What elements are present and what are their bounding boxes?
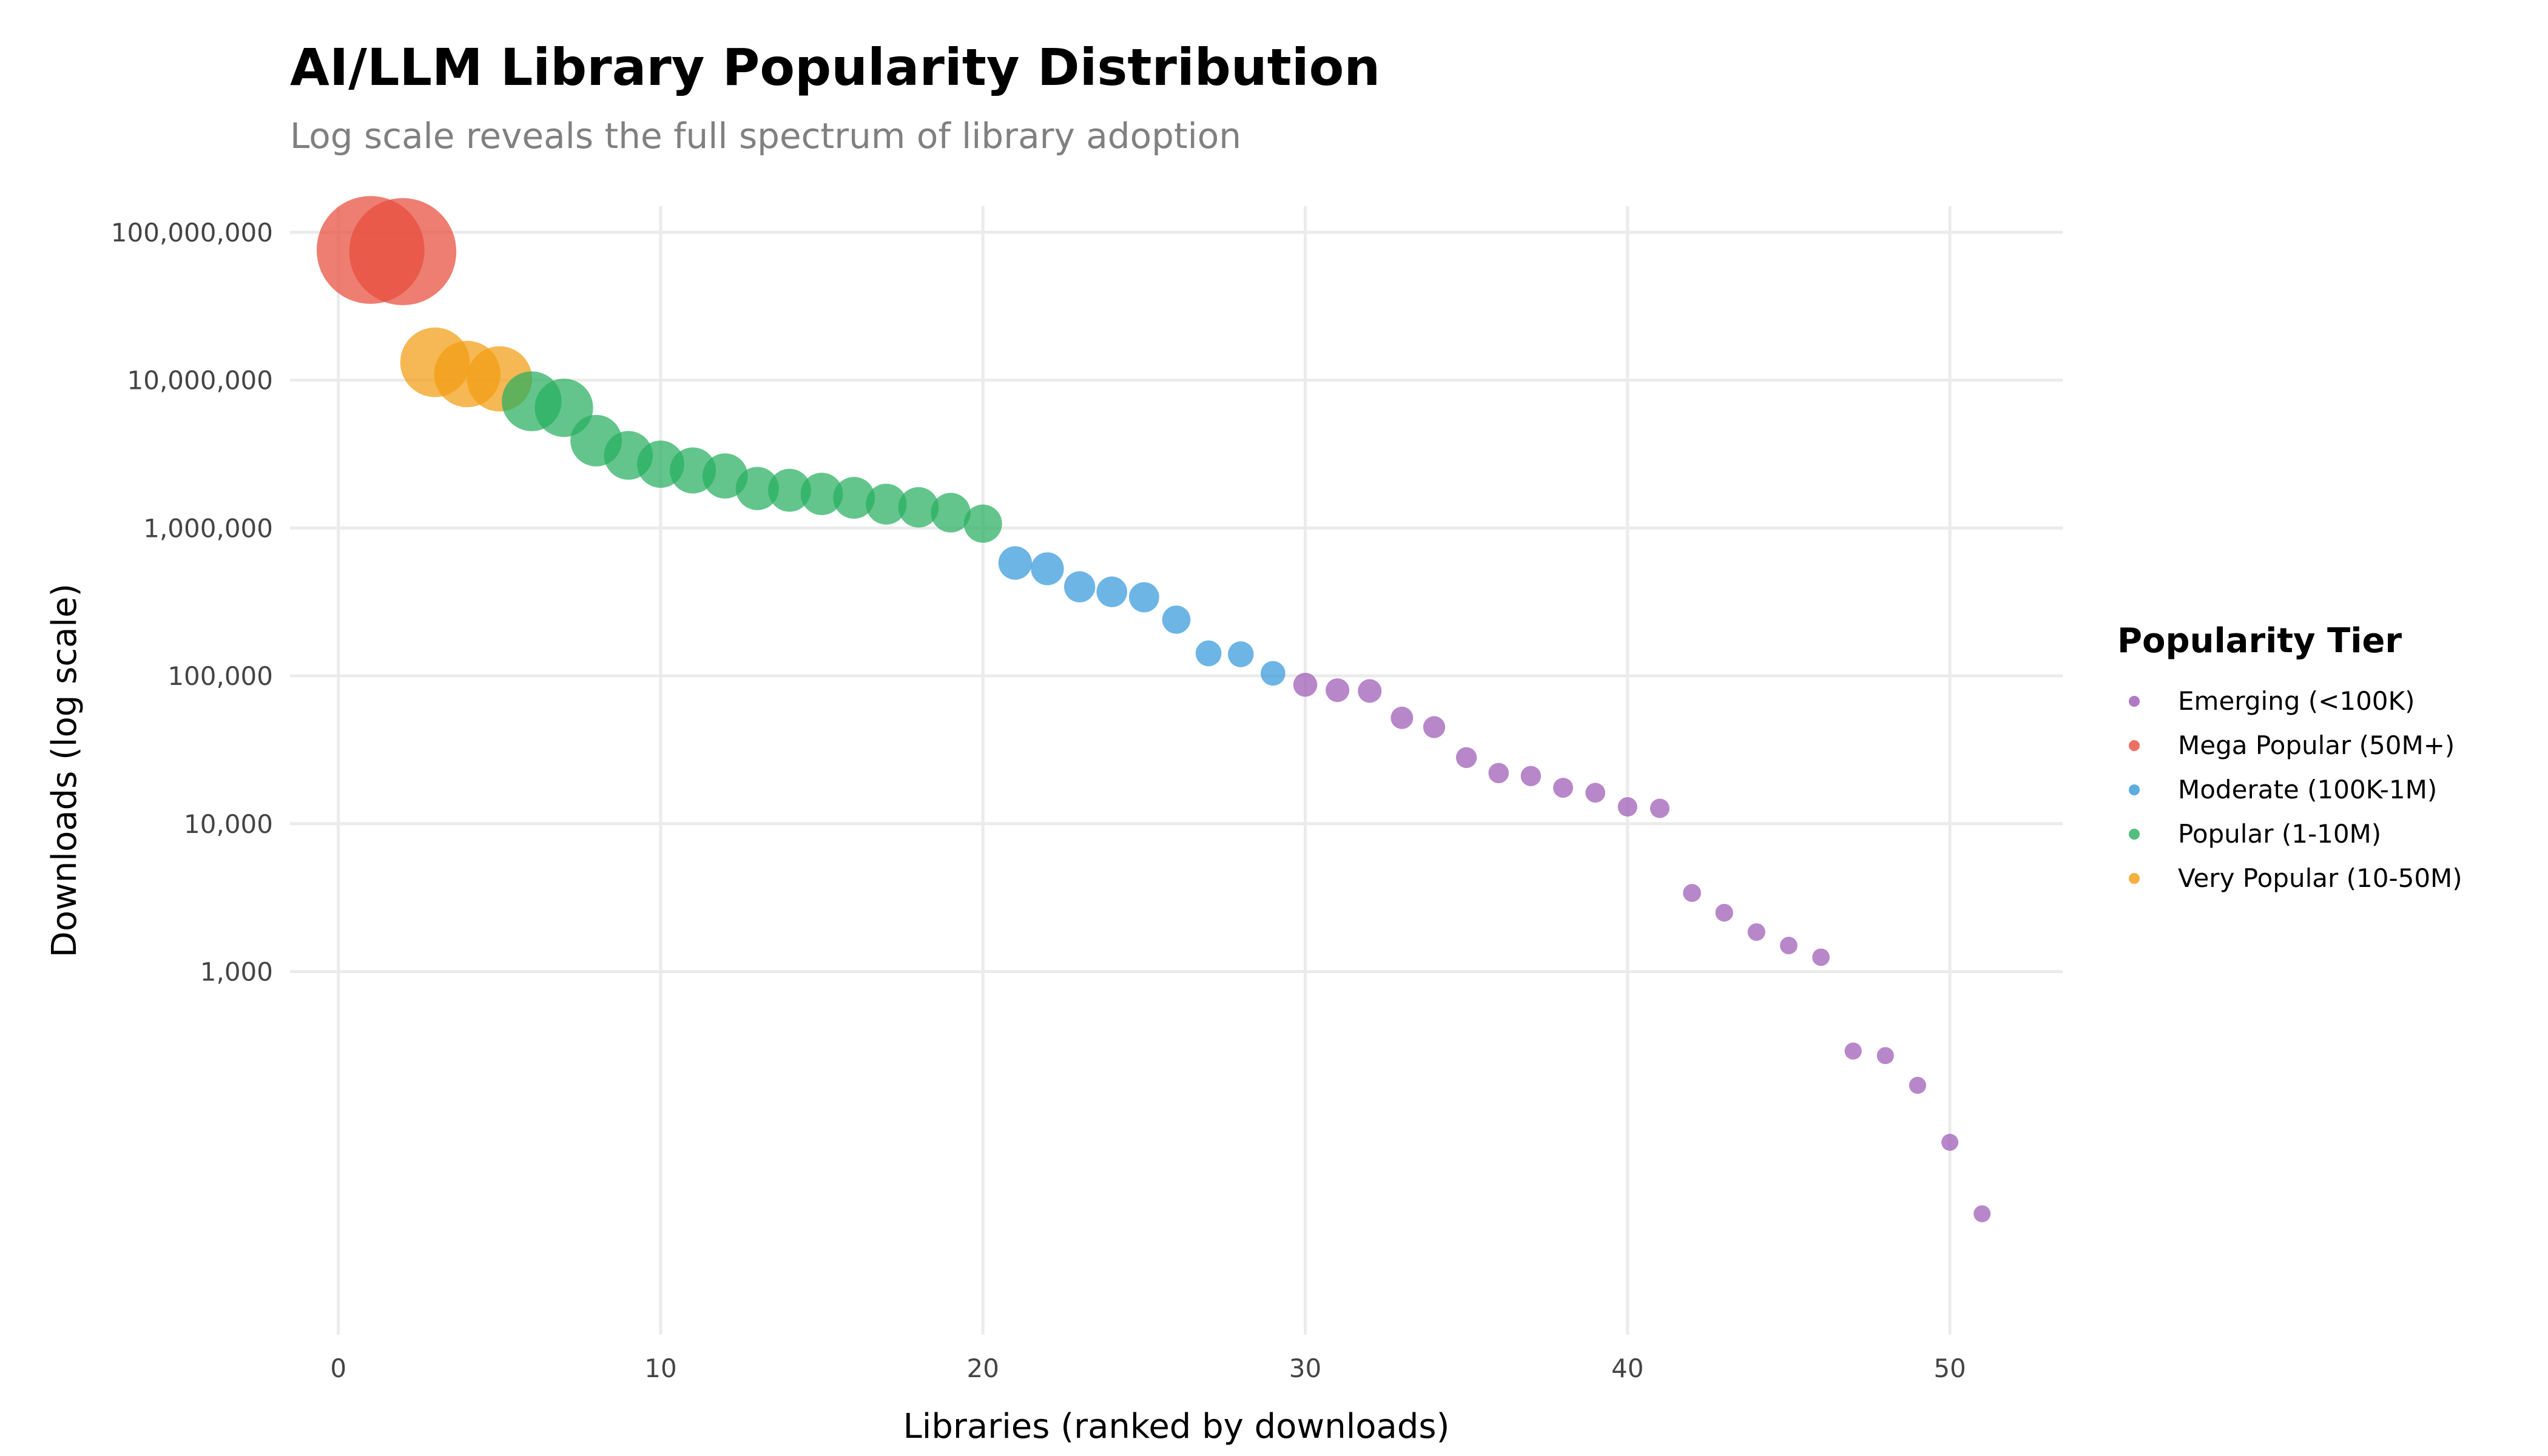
legend-label: Mega Popular (50M+) bbox=[2178, 730, 2455, 760]
legend-marker bbox=[2129, 784, 2140, 795]
data-point bbox=[1195, 640, 1222, 667]
legend-label: Moderate (100K-1M) bbox=[2178, 775, 2437, 804]
data-point bbox=[1326, 678, 1350, 703]
chart-subtitle: Log scale reveals the full spectrum of l… bbox=[290, 115, 1241, 157]
data-point bbox=[1909, 1076, 1926, 1094]
data-point bbox=[833, 477, 875, 519]
data-point bbox=[1812, 948, 1830, 966]
x-tick-label: 0 bbox=[330, 1353, 346, 1383]
data-point bbox=[866, 484, 907, 525]
data-point bbox=[1715, 903, 1733, 922]
data-point bbox=[1031, 552, 1064, 585]
y-tick-label: 100,000 bbox=[167, 661, 273, 691]
data-point bbox=[931, 493, 971, 533]
data-point bbox=[1129, 582, 1159, 613]
data-point bbox=[1162, 605, 1191, 634]
y-tick-label: 1,000,000 bbox=[143, 513, 273, 543]
data-point bbox=[963, 504, 1002, 543]
data-point bbox=[1261, 661, 1286, 686]
x-tick-label: 40 bbox=[1611, 1353, 1643, 1383]
x-tick-label: 20 bbox=[967, 1353, 999, 1383]
x-axis-label: Libraries (ranked by downloads) bbox=[903, 1407, 1450, 1446]
y-tick-label: 1,000 bbox=[200, 957, 273, 986]
data-point bbox=[998, 546, 1033, 580]
data-point bbox=[800, 473, 843, 516]
legend-marker bbox=[2129, 740, 2140, 751]
data-point bbox=[1876, 1046, 1894, 1065]
data-point bbox=[1488, 763, 1509, 784]
y-tick-label: 100,000,000 bbox=[111, 218, 273, 248]
data-point bbox=[1227, 641, 1254, 667]
x-tick-label: 50 bbox=[1933, 1353, 1966, 1383]
x-tick-label: 30 bbox=[1289, 1353, 1321, 1383]
data-point bbox=[1941, 1133, 1959, 1151]
data-point bbox=[1585, 783, 1605, 803]
data-point bbox=[1520, 766, 1542, 786]
data-point bbox=[898, 487, 939, 528]
data-point bbox=[1844, 1042, 1862, 1060]
data-point bbox=[1973, 1205, 1991, 1222]
data-point bbox=[349, 198, 457, 306]
data-point bbox=[1553, 778, 1573, 798]
data-point bbox=[1747, 923, 1765, 941]
legend-label: Emerging (<100K) bbox=[2178, 686, 2415, 716]
legend-marker bbox=[2129, 696, 2140, 707]
data-point bbox=[1779, 937, 1798, 954]
legend-label: Popular (1-10M) bbox=[2178, 819, 2381, 849]
data-point bbox=[1063, 571, 1096, 602]
legend-label: Very Popular (10-50M) bbox=[2178, 863, 2462, 893]
y-axis-label: Downloads (log scale) bbox=[45, 584, 84, 958]
data-point bbox=[768, 468, 811, 512]
data-point bbox=[1650, 798, 1670, 818]
data-point bbox=[1423, 716, 1446, 738]
data-point bbox=[1096, 576, 1128, 607]
legend-marker bbox=[2129, 873, 2140, 884]
data-point bbox=[735, 467, 779, 510]
legend-marker bbox=[2129, 829, 2140, 840]
data-point bbox=[1390, 706, 1414, 729]
data-point bbox=[1617, 797, 1637, 817]
legend-title: Popularity Tier bbox=[2117, 621, 2402, 661]
data-point bbox=[1455, 747, 1477, 768]
x-tick-label: 10 bbox=[644, 1353, 676, 1383]
y-tick-label: 10,000 bbox=[184, 809, 273, 839]
data-point bbox=[1683, 884, 1701, 902]
chart-title: AI/LLM Library Popularity Distribution bbox=[290, 38, 1381, 97]
y-tick-label: 10,000,000 bbox=[127, 366, 273, 396]
data-point bbox=[1293, 673, 1318, 697]
data-point bbox=[1358, 679, 1382, 703]
